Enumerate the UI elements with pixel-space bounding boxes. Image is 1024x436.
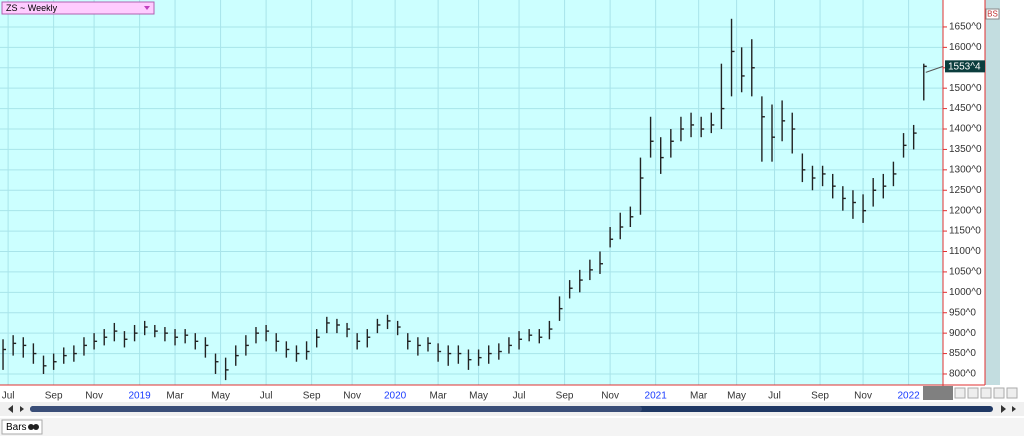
y-tick-label: 1150^0 xyxy=(949,226,981,237)
scroll-right[interactable] xyxy=(1001,405,1006,413)
x-tick-label: Nov xyxy=(854,391,872,402)
y-tick-label: 1450^0 xyxy=(949,103,982,114)
symbol-dropdown[interactable] xyxy=(1,1,155,15)
tool-button[interactable] xyxy=(993,387,1005,399)
x-tick-label: Sep xyxy=(811,391,829,402)
bars xyxy=(2,18,927,381)
y-tick-label: 1650^0 xyxy=(949,22,982,33)
x-tick-label: 2022 xyxy=(897,391,920,402)
x-tick-label: Jul xyxy=(768,391,781,402)
badge-text: BS xyxy=(987,10,998,19)
y-tick-label: 1400^0 xyxy=(949,124,982,135)
x-tick-label: Sep xyxy=(303,391,321,402)
tool-button[interactable] xyxy=(1006,387,1018,399)
symbol-title: ZS ~ Weekly xyxy=(6,3,58,13)
mode-icon xyxy=(33,424,39,430)
x-tick-label: Mar xyxy=(429,391,447,402)
grid xyxy=(0,0,943,385)
badge[interactable] xyxy=(985,8,1000,20)
x-tick-label: Nov xyxy=(601,391,619,402)
y-tick-label: 1200^0 xyxy=(949,205,982,216)
y-tick-label: 1300^0 xyxy=(949,164,982,175)
scroll-end[interactable] xyxy=(1012,406,1016,412)
y-tick-label: 1000^0 xyxy=(949,287,982,298)
status-bar xyxy=(0,418,1024,436)
x-tick-label: Mar xyxy=(690,391,708,402)
mode-label: Bars xyxy=(6,422,27,433)
scroll-block xyxy=(923,386,953,400)
x-tick-label: Jul xyxy=(260,391,273,402)
tool-button[interactable] xyxy=(980,387,992,399)
toolbar xyxy=(954,387,1018,399)
y-tick-label: 950^0 xyxy=(949,307,976,318)
tool-button[interactable] xyxy=(967,387,979,399)
x-tick-label: Jul xyxy=(513,391,526,402)
x-tick-label: May xyxy=(727,391,746,402)
y-tick-label: 900^0 xyxy=(949,328,976,339)
y-tick-label: 850^0 xyxy=(949,348,976,359)
x-tick-label: May xyxy=(211,391,230,402)
x-tick-label: Sep xyxy=(45,391,63,402)
x-tick-label: May xyxy=(469,391,488,402)
last-price-label: 1553^4 xyxy=(948,61,981,72)
plot-background xyxy=(0,0,943,385)
mode-icon xyxy=(28,424,34,430)
x-tick-label: Mar xyxy=(166,391,184,402)
x-tick-label: 2019 xyxy=(129,391,152,402)
y-tick-label: 1350^0 xyxy=(949,144,982,155)
x-tick-label: Nov xyxy=(85,391,103,402)
x-tick-label: 2021 xyxy=(645,391,668,402)
mode-tab[interactable] xyxy=(1,419,43,435)
y-tick-label: 1050^0 xyxy=(949,267,982,278)
y-tick-label: 1250^0 xyxy=(949,185,982,196)
x-tick-label: Nov xyxy=(343,391,361,402)
tool-button[interactable] xyxy=(954,387,966,399)
y-tick-label: 1100^0 xyxy=(949,246,981,257)
side-strip xyxy=(985,0,1000,385)
x-tick-label: 2020 xyxy=(384,391,407,402)
y-tick-label: 1600^0 xyxy=(949,42,982,53)
scroll-step[interactable] xyxy=(20,406,24,412)
scroll-left[interactable] xyxy=(8,405,13,413)
y-tick-label: 1500^0 xyxy=(949,83,982,94)
dropdown-arrow xyxy=(144,6,150,10)
x-tick-label: Sep xyxy=(556,391,574,402)
x-tick-label: Jul xyxy=(2,391,15,402)
last-price-leader xyxy=(925,65,944,73)
last-price-box xyxy=(945,60,985,73)
y-tick-label: 800^0 xyxy=(949,369,976,380)
scroll-range xyxy=(30,406,642,412)
